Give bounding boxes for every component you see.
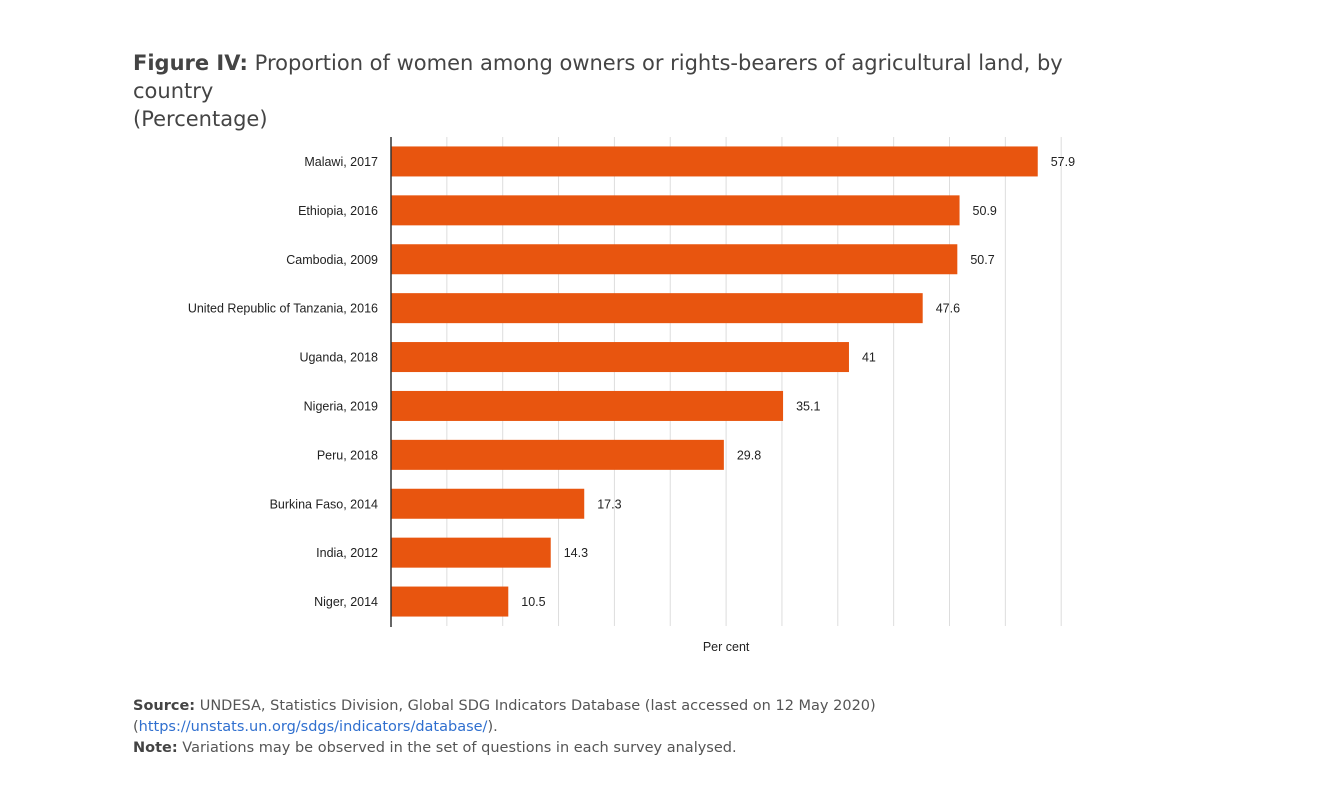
data-label: 50.7 bbox=[970, 253, 994, 267]
bar[interactable] bbox=[391, 244, 958, 275]
figure-title-text: Proportion of women among owners or righ… bbox=[133, 51, 1063, 103]
source-paren-close: ). bbox=[487, 719, 498, 735]
bar[interactable] bbox=[391, 390, 784, 421]
bar-chart: Malawi, 2017 57.9 Ethiopia, 2016 50.9 Cambod… bbox=[188, 137, 1075, 654]
category-label: Ethiopia, 2016 bbox=[298, 204, 378, 218]
data-label: 10.5 bbox=[521, 595, 545, 609]
category-label: United Republic of Tanzania, 2016 bbox=[188, 302, 378, 316]
data-label: 14.3 bbox=[564, 546, 588, 560]
bar-layer bbox=[391, 146, 1038, 617]
source-line: Source: UNDESA, Statistics Division, Glo… bbox=[133, 696, 1233, 717]
source-paren-open: ( bbox=[133, 719, 139, 735]
category-label: Nigeria, 2019 bbox=[304, 399, 378, 413]
category-label: Peru, 2018 bbox=[317, 448, 378, 462]
data-label: 41 bbox=[862, 351, 876, 365]
chart-footer: Source: UNDESA, Statistics Division, Glo… bbox=[133, 696, 1233, 759]
bar[interactable] bbox=[391, 342, 849, 373]
category-label: Burkina Faso, 2014 bbox=[270, 497, 378, 511]
category-label: Niger, 2014 bbox=[314, 595, 378, 609]
bar[interactable] bbox=[391, 537, 551, 568]
category-label: Uganda, 2018 bbox=[299, 351, 378, 365]
source-text: UNDESA, Statistics Division, Global SDG … bbox=[199, 698, 876, 714]
category-label: Malawi, 2017 bbox=[304, 155, 378, 169]
note-label: Note: bbox=[133, 740, 178, 756]
data-label: 17.3 bbox=[597, 497, 621, 511]
bar[interactable] bbox=[391, 195, 960, 226]
category-label: India, 2012 bbox=[316, 546, 378, 560]
note-text: Variations may be observed in the set of… bbox=[182, 740, 737, 756]
data-label: 50.9 bbox=[973, 204, 997, 218]
bar[interactable] bbox=[391, 146, 1038, 177]
source-link-line: (https://unstats.un.org/sdgs/indicators/… bbox=[133, 717, 1233, 738]
figure-number: Figure IV: bbox=[133, 51, 248, 75]
source-link[interactable]: https://unstats.un.org/sdgs/indicators/d… bbox=[138, 719, 488, 735]
data-label: 47.6 bbox=[936, 302, 960, 316]
bar[interactable] bbox=[391, 586, 509, 617]
label-layer: Malawi, 2017 57.9 Ethiopia, 2016 50.9 Cambod… bbox=[188, 155, 1075, 609]
data-label: 57.9 bbox=[1051, 155, 1075, 169]
bar[interactable] bbox=[391, 293, 923, 324]
data-label: 29.8 bbox=[737, 448, 761, 462]
note-line: Note: Variations may be observed in the … bbox=[133, 738, 1233, 759]
data-label: 35.1 bbox=[796, 399, 820, 413]
figure-unit: (Percentage) bbox=[133, 107, 268, 131]
category-label: Cambodia, 2009 bbox=[286, 253, 378, 267]
bar[interactable] bbox=[391, 439, 724, 470]
source-label: Source: bbox=[133, 698, 196, 714]
bar[interactable] bbox=[391, 488, 585, 519]
chart-title: Figure IV: Proportion of women among own… bbox=[133, 49, 1133, 133]
x-axis-label: Per cent bbox=[703, 640, 750, 654]
